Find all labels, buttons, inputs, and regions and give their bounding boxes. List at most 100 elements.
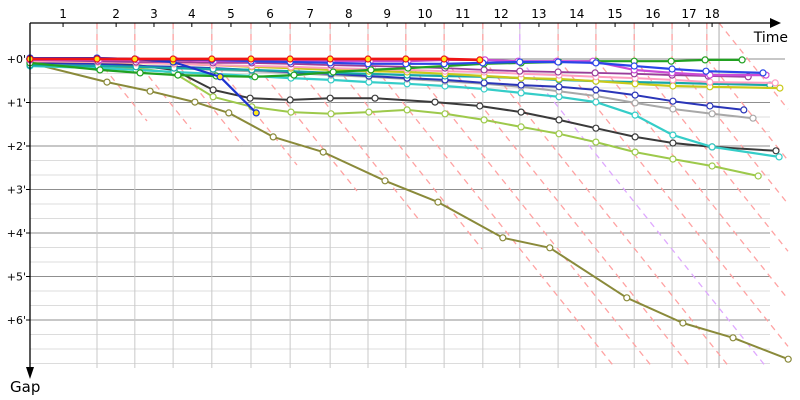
- data-point-marker-yellow-green: [517, 123, 525, 131]
- gap-tick-label: +5': [7, 271, 26, 284]
- lap-guide-diagonal: [329, 58, 483, 250]
- data-point-marker-black: [209, 86, 217, 94]
- data-point-marker-turquoise: [775, 153, 783, 161]
- data-point-marker-turquoise: [708, 143, 716, 151]
- data-point-marker-green: [738, 56, 746, 64]
- data-point-marker-olive: [499, 234, 507, 242]
- lap-tick-label: 6: [266, 7, 274, 21]
- data-point-marker-blue: [702, 67, 710, 75]
- data-point-marker-black: [476, 102, 484, 110]
- data-point-marker-yellow-green: [555, 130, 563, 138]
- data-point-marker-olive: [679, 319, 687, 327]
- data-point-marker-red-leader: [476, 56, 484, 64]
- data-point-marker-pink: [706, 78, 714, 86]
- data-point-marker-red-leader: [131, 55, 139, 63]
- data-point-marker-yellow: [631, 80, 639, 88]
- data-point-marker-blue-dnf: [252, 109, 260, 117]
- data-point-marker-purple: [516, 67, 524, 75]
- lap-tick-label: 7: [306, 7, 314, 21]
- lap-tick-label: 4: [188, 7, 196, 21]
- data-point-marker-red-leader: [247, 55, 255, 63]
- gap-tick-label: +4': [7, 227, 26, 240]
- data-point-marker-olive: [623, 294, 631, 302]
- data-point-marker-navy: [706, 102, 714, 110]
- data-point-marker-olive: [784, 355, 792, 363]
- data-point-marker-blue: [516, 58, 524, 66]
- data-point-marker-red-leader: [440, 55, 448, 63]
- lap-tick-label: 12: [493, 7, 508, 21]
- data-point-marker-black: [431, 98, 439, 106]
- lap-guide-diagonal: [519, 58, 768, 369]
- series-red-leader-line: [28, 57, 482, 62]
- data-point-marker-blue: [592, 59, 600, 67]
- data-point-marker-black: [326, 94, 334, 102]
- data-point-marker-gray: [708, 110, 716, 118]
- data-point-marker-green: [667, 57, 675, 65]
- data-point-marker-blue-dnf: [216, 73, 224, 81]
- lap-tick-label: 13: [531, 7, 546, 21]
- data-point-marker-yellow-green: [754, 172, 762, 180]
- data-point-marker-olive: [191, 98, 199, 106]
- data-point-marker-red-leader: [402, 55, 410, 63]
- data-point-marker-blue: [759, 69, 767, 77]
- data-point-marker-black: [555, 116, 563, 124]
- data-point-marker-olive: [269, 133, 277, 141]
- series-yellow-green-line: [29, 62, 760, 177]
- lap-tick-label: 3: [150, 7, 158, 21]
- data-point-marker-green: [701, 56, 709, 64]
- lap-tick-label: 11: [455, 7, 470, 21]
- lap-guide-diagonal: [289, 58, 421, 222]
- lap-tick-label: 8: [345, 7, 353, 21]
- data-point-marker-gray: [631, 99, 639, 107]
- lap-guide-diagonal: [633, 58, 789, 252]
- data-point-marker-yellow-green: [708, 162, 716, 170]
- data-point-marker-olive: [546, 244, 554, 252]
- gap-tick-label: +1': [7, 97, 26, 110]
- gap-tick-label: +0': [7, 53, 26, 66]
- data-point-marker-yellow-green: [592, 138, 600, 146]
- data-point-marker-green: [367, 66, 375, 74]
- lap-guide-diagonal: [405, 58, 654, 369]
- data-point-marker-black: [371, 94, 379, 102]
- data-point-marker-black: [246, 94, 254, 102]
- x-axis-label: Time: [753, 30, 788, 46]
- data-point-marker-black: [631, 133, 639, 141]
- data-point-marker-purple: [591, 69, 599, 77]
- data-point-marker-navy: [740, 106, 748, 114]
- data-point-marker-purple: [480, 66, 488, 74]
- lap-guide-diagonal: [718, 22, 789, 110]
- gap-tick-label: +2': [7, 140, 26, 153]
- data-point-marker-gray: [592, 92, 600, 100]
- data-point-marker-navy: [631, 91, 639, 99]
- lap-tick-label: 14: [569, 7, 584, 21]
- lap-tick-label: 9: [383, 7, 391, 21]
- data-point-marker-turquoise: [631, 111, 639, 119]
- data-point-marker-black: [592, 124, 600, 132]
- data-point-marker-yellow-green: [403, 106, 411, 114]
- data-point-marker-red-leader: [326, 55, 334, 63]
- data-point-marker-green: [290, 71, 298, 79]
- data-point-marker-olive: [146, 87, 154, 95]
- lap-tick-label: 16: [645, 7, 660, 21]
- time-axis-arrow-icon: [770, 18, 781, 28]
- data-point-marker-yellow-green: [669, 155, 677, 163]
- lap-tick-label: 18: [704, 7, 719, 21]
- data-point-marker-black: [286, 96, 294, 104]
- data-point-marker-navy: [592, 86, 600, 94]
- data-point-marker-olive: [381, 177, 389, 185]
- data-point-marker-green: [174, 71, 182, 79]
- axes: Time Gap: [10, 18, 788, 396]
- lap-tick-label: 1: [59, 7, 67, 21]
- lap-guide-diagonal: [671, 58, 789, 205]
- data-point-marker-blue: [554, 58, 562, 66]
- data-point-marker-navy: [555, 83, 563, 91]
- data-point-marker-turquoise: [669, 131, 677, 139]
- data-point-marker-olive: [319, 148, 327, 156]
- data-point-marker-purple: [554, 68, 562, 76]
- lap-tick-label: 10: [417, 7, 432, 21]
- lap-tick-label: 17: [681, 7, 696, 21]
- gap-tick-label: +6': [7, 314, 26, 327]
- data-point-marker-yellow: [669, 82, 677, 90]
- data-point-marker-black: [772, 147, 780, 155]
- data-point-marker-black: [517, 108, 525, 116]
